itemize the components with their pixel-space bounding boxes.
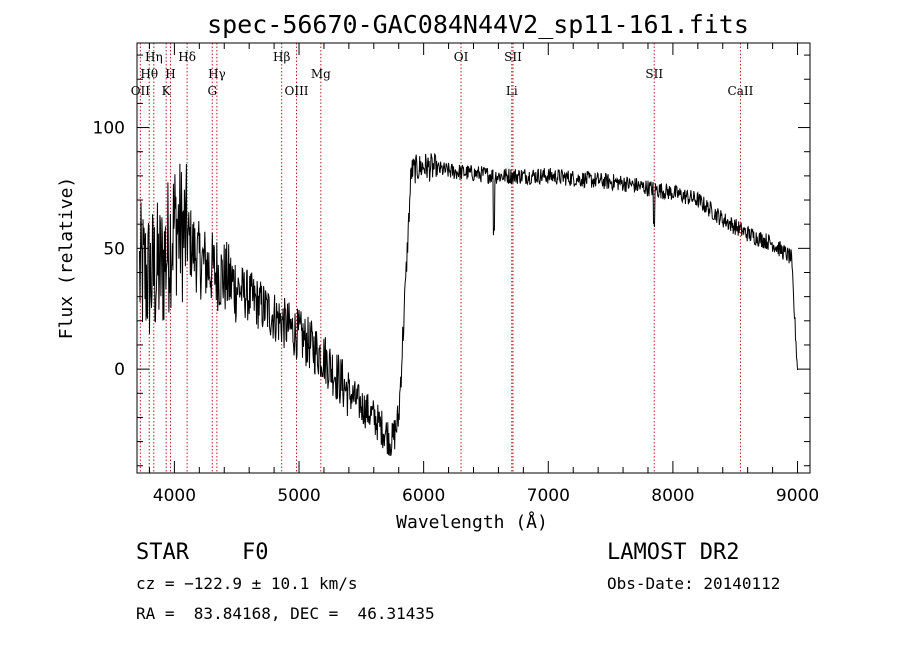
spectral-line-label: G <box>207 84 217 98</box>
plot-frame <box>136 42 811 474</box>
y-axis-label: Flux (relative) <box>56 177 77 340</box>
spectral-line-label: K <box>162 84 172 98</box>
spectral-line-label: Hδ <box>178 50 196 64</box>
x-tick-label: 6000 <box>402 486 445 506</box>
x-tick-label: 8000 <box>651 486 694 506</box>
observation-date: Obs-Date: 20140112 <box>607 574 781 593</box>
spectral-line-label: SII <box>504 50 522 64</box>
x-tick-label: 9000 <box>776 486 819 506</box>
spectral-line-label: Hβ <box>273 50 290 64</box>
y-tick-label: 50 <box>103 239 125 259</box>
x-tick-label: 7000 <box>527 486 570 506</box>
spectral-line-label: Hθ <box>140 67 158 81</box>
spectral-line-label: OII <box>131 84 151 98</box>
chart-title: spec-56670-GAC084N44V2_sp11-161.fits <box>207 10 749 39</box>
spectral-line-label: CaII <box>728 84 754 98</box>
spectral-line-label: Mg <box>311 67 331 81</box>
x-axis-label: Wavelength (Å) <box>396 511 548 533</box>
redshift-readout: cz = −122.9 ± 10.1 km/s <box>136 574 358 593</box>
y-tick-label: 0 <box>114 360 125 380</box>
object-subclass: F0 <box>242 540 269 565</box>
y-tick-label: 100 <box>93 119 125 139</box>
object-class: STAR <box>136 540 189 565</box>
coordinates-readout: RA = 83.84168, DEC = 46.31435 <box>136 604 435 623</box>
survey-name: LAMOST DR2 <box>607 540 740 565</box>
spectral-line-label: OIII <box>284 84 308 98</box>
axis-ticks: 4000 5000 6000 7000 8000 9000 0 50 100 <box>93 43 819 506</box>
spectral-line-label: SII <box>645 67 663 81</box>
spectral-line-markers <box>139 43 741 473</box>
x-tick-label: 5000 <box>277 486 320 506</box>
spectral-line-label: Hγ <box>208 67 226 81</box>
spectral-line-label: Li <box>506 84 518 98</box>
spectral-line-label: OI <box>454 50 469 64</box>
spectrum-series <box>139 152 798 457</box>
spectral-line-label: Hη <box>145 50 163 64</box>
x-tick-label: 4000 <box>153 486 196 506</box>
spectrum-line <box>139 152 798 457</box>
spectral-line-label: H <box>165 67 175 81</box>
